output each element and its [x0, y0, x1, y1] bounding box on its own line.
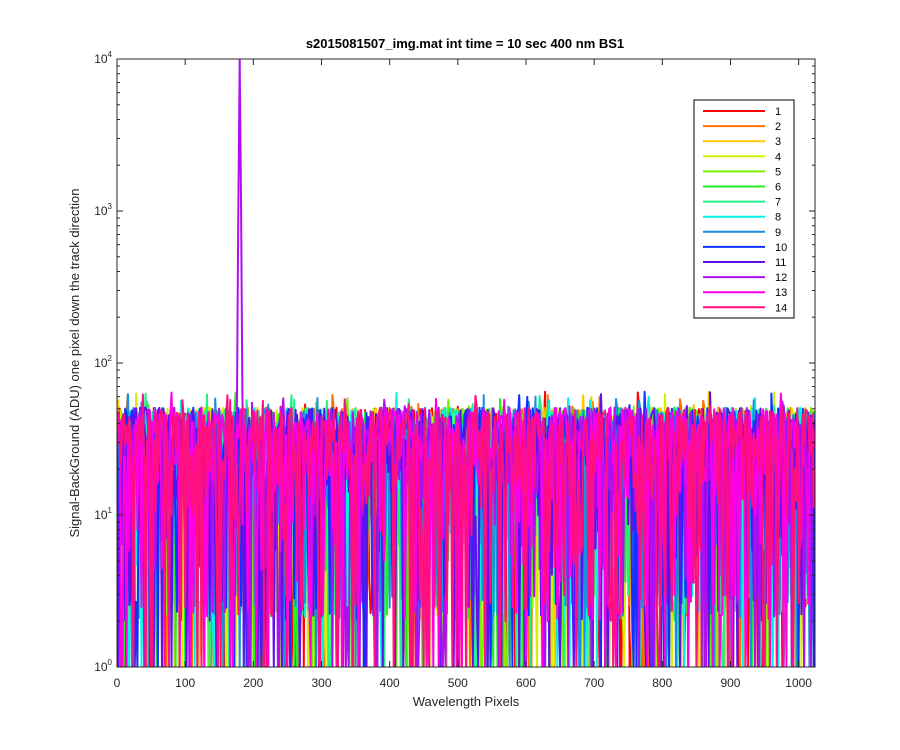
legend-label-4: 4 — [775, 151, 781, 163]
x-tick-label: 700 — [584, 676, 604, 690]
x-axis-label: Wavelength Pixels — [413, 694, 520, 709]
legend-label-1: 1 — [775, 106, 781, 118]
chart-title: s2015081507_img.mat int time = 10 sec 40… — [306, 36, 624, 51]
y-tick-label: 102 — [94, 354, 112, 370]
y-tick-label: 103 — [94, 202, 112, 218]
x-tick-label: 200 — [243, 676, 263, 690]
legend-label-2: 2 — [775, 121, 781, 133]
x-axis: 0 100 200 300 400 500 600 700 800 900 1000 — [114, 59, 812, 690]
legend-label-5: 5 — [775, 166, 781, 178]
series-line-14 — [117, 393, 815, 667]
legend-label-14: 14 — [775, 302, 787, 314]
x-tick-label: 800 — [652, 676, 672, 690]
legend-label-10: 10 — [775, 242, 787, 254]
x-tick-label: 400 — [380, 676, 400, 690]
legend-label-3: 3 — [775, 136, 781, 148]
legend-label-7: 7 — [775, 197, 781, 209]
y-tick-label: 101 — [94, 506, 112, 522]
legend-label-9: 9 — [775, 227, 781, 239]
legend-label-13: 13 — [775, 287, 787, 299]
y-tick-label: 104 — [94, 50, 112, 66]
y-axis-label: Signal-BackGround (ADU) one pixel down t… — [67, 188, 82, 537]
x-tick-label: 900 — [720, 676, 740, 690]
x-tick-label: 1000 — [785, 676, 812, 690]
legend-label-8: 8 — [775, 212, 781, 224]
legend-label-12: 12 — [775, 272, 787, 284]
series-layer — [117, 59, 815, 667]
y-tick-label: 100 — [94, 658, 112, 674]
x-tick-label: 100 — [175, 676, 195, 690]
legend-label-6: 6 — [775, 182, 781, 194]
x-tick-label: 300 — [311, 676, 331, 690]
legend-label-11: 11 — [775, 257, 786, 269]
x-tick-label: 500 — [448, 676, 468, 690]
x-tick-label: 600 — [516, 676, 536, 690]
x-tick-label: 0 — [114, 676, 121, 690]
legend-box — [693, 99, 795, 319]
